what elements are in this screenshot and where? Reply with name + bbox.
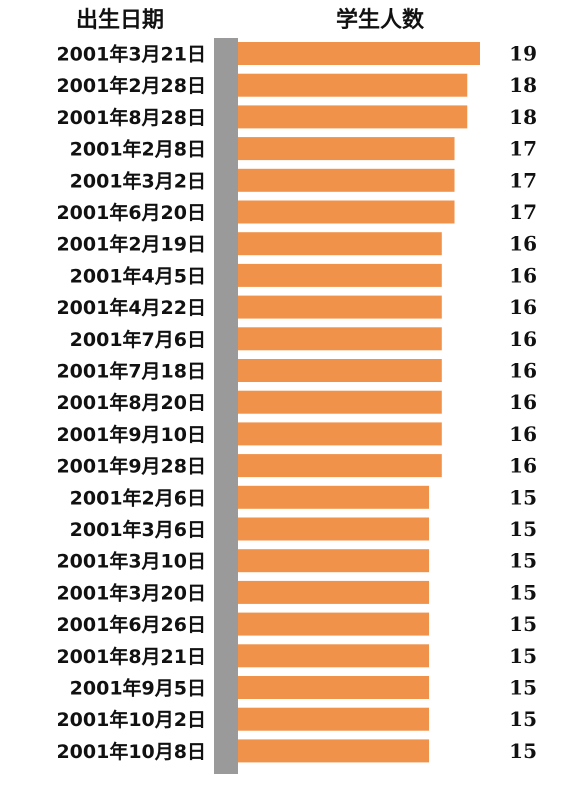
bar — [238, 359, 442, 382]
category-label: 2001年3月20日 — [56, 581, 206, 604]
bar — [238, 485, 430, 509]
value-label: 17 — [509, 168, 537, 192]
category-column-header: 出生日期 — [75, 8, 164, 33]
category-label: 2001年3月2日 — [70, 169, 206, 192]
bar — [238, 42, 480, 65]
category-label: 2001年8月21日 — [56, 645, 206, 668]
category-label: 2001年10月2日 — [56, 708, 206, 731]
category-label: 2001年4月22日 — [56, 296, 206, 319]
bar — [238, 580, 430, 604]
bar — [238, 137, 455, 161]
value-label: 16 — [509, 390, 537, 414]
category-label: 2001年3月6日 — [70, 518, 206, 541]
bar — [238, 295, 442, 319]
value-label: 15 — [509, 485, 537, 509]
value-label: 18 — [509, 73, 537, 97]
bar — [238, 232, 442, 256]
category-label: 2001年6月20日 — [56, 201, 206, 224]
category-label: 2001年3月21日 — [56, 43, 206, 66]
category-label: 2001年2月19日 — [56, 233, 206, 256]
category-label: 2001年3月10日 — [56, 550, 206, 573]
value-label: 17 — [509, 137, 537, 161]
bar — [238, 200, 455, 224]
bar — [238, 73, 468, 97]
value-label: 15 — [509, 739, 537, 763]
category-label: 2001年2月8日 — [70, 138, 206, 161]
category-label: 2001年2月28日 — [56, 74, 206, 97]
bar — [238, 739, 430, 763]
value-label: 15 — [509, 676, 537, 700]
category-label: 2001年6月26日 — [56, 613, 206, 636]
bar — [238, 390, 442, 414]
value-label: 16 — [509, 422, 537, 446]
category-label: 2001年4月5日 — [70, 264, 206, 287]
bar — [238, 454, 442, 478]
value-label: 18 — [509, 105, 537, 129]
bar — [238, 327, 442, 351]
value-label: 19 — [509, 42, 537, 66]
category-label: 2001年2月6日 — [70, 486, 206, 509]
value-label: 15 — [509, 549, 537, 573]
category-label: 2001年8月20日 — [56, 391, 206, 414]
value-label: 16 — [509, 263, 537, 287]
bar — [238, 707, 430, 731]
category-label: 2001年9月10日 — [56, 423, 206, 446]
value-column-header: 学生人数 — [335, 8, 424, 33]
bar — [238, 549, 430, 573]
bar — [238, 644, 430, 668]
category-label: 2001年7月6日 — [70, 328, 206, 351]
bars-group: 2001年3月21日 19 2001年2月28日 18 2001年8月28日 18 2001… — [56, 42, 537, 763]
bar — [238, 517, 430, 541]
value-label: 16 — [509, 232, 537, 256]
value-label: 15 — [509, 612, 537, 636]
value-label: 15 — [509, 580, 537, 604]
value-label: 16 — [509, 359, 537, 383]
bar — [238, 105, 468, 129]
value-label: 15 — [509, 517, 537, 541]
value-label: 17 — [509, 200, 537, 224]
bar — [238, 263, 442, 287]
value-label: 15 — [509, 644, 537, 668]
bar — [238, 422, 442, 446]
category-label: 2001年9月5日 — [70, 677, 206, 700]
value-label: 15 — [509, 707, 537, 731]
value-label: 16 — [509, 295, 537, 319]
value-label: 16 — [509, 327, 537, 351]
category-label: 2001年8月28日 — [56, 106, 206, 129]
bar — [238, 676, 430, 699]
category-axis-bar — [214, 38, 238, 774]
bar — [238, 612, 430, 636]
category-label: 2001年7月18日 — [56, 360, 206, 383]
value-label: 16 — [509, 454, 537, 478]
category-label: 2001年10月8日 — [56, 740, 206, 763]
category-label: 2001年9月28日 — [56, 455, 206, 478]
bar — [238, 168, 455, 192]
